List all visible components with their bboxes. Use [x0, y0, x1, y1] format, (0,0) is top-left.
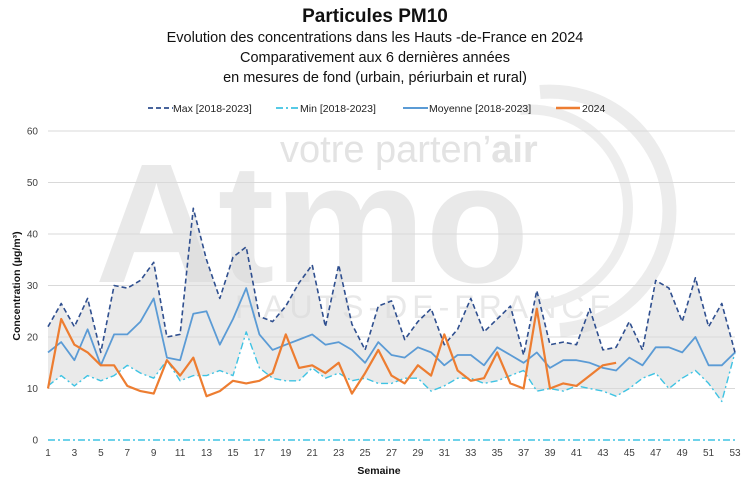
- y-tick-10: 10: [27, 384, 39, 395]
- y-tick-30: 30: [27, 281, 39, 292]
- x-tick-25: 25: [360, 448, 372, 459]
- y-tick-20: 20: [27, 333, 39, 344]
- chart-titles: Particules PM10 Evolution des concentrat…: [0, 6, 750, 88]
- chart-subtitle-line-3: en mesures de fond (urbain, périurbain e…: [223, 70, 527, 86]
- watermark: votre parten’air Atmo HAUTS-DE-FRANCE: [95, 84, 677, 337]
- y-tick-50: 50: [27, 178, 39, 189]
- x-tick-39: 39: [544, 448, 556, 459]
- chart-title: Particules PM10: [302, 6, 448, 27]
- x-tick-29: 29: [412, 448, 424, 459]
- watermark-arc-inner: [519, 104, 633, 310]
- x-tick-33: 33: [465, 448, 477, 459]
- x-tick-43: 43: [597, 448, 609, 459]
- x-tick-19: 19: [280, 448, 292, 459]
- watermark-arc-outer: [539, 84, 677, 337]
- x-tick-27: 27: [386, 448, 398, 459]
- x-tick-1: 1: [45, 448, 51, 459]
- x-tick-15: 15: [227, 448, 239, 459]
- legend-label-min: Min [2018-2023]: [300, 103, 376, 115]
- x-tick-17: 17: [254, 448, 266, 459]
- series-line-moyenne-2018-2023: [47, 287, 736, 372]
- x-tick-45: 45: [624, 448, 636, 459]
- y-tick-40: 40: [27, 230, 39, 241]
- x-tick-23: 23: [333, 448, 345, 459]
- x-tick-47: 47: [650, 448, 662, 459]
- x-tick-53: 53: [729, 448, 741, 459]
- x-tick-41: 41: [571, 448, 583, 459]
- x-tick-13: 13: [201, 448, 213, 459]
- x-tick-37: 37: [518, 448, 530, 459]
- legend-item-min: Min [2018-2023]: [276, 103, 376, 115]
- series-line-max-2018-2023: [47, 207, 736, 356]
- chart-subtitle-line-1: Evolution des concentrations dans les Ha…: [166, 30, 584, 46]
- x-tick-7: 7: [124, 448, 130, 459]
- series-line-min-2018-2023: [47, 331, 736, 403]
- legend-label-max: Max [2018-2023]: [173, 103, 252, 115]
- x-tick-31: 31: [439, 448, 451, 459]
- legend-item-mean: Moyenne [2018-2023]: [403, 103, 531, 115]
- watermark-tagline: votre parten’air: [280, 129, 538, 171]
- legend-label-mean: Moyenne [2018-2023]: [429, 103, 531, 115]
- legend-item-2024: 2024: [556, 103, 606, 115]
- x-tick-49: 49: [677, 448, 689, 459]
- legend: Max [2018-2023] Min [2018-2023] Moyenne …: [148, 103, 606, 115]
- x-tick-51: 51: [703, 448, 715, 459]
- x-tick-11: 11: [175, 448, 186, 459]
- x-tick-21: 21: [307, 448, 319, 459]
- chart-subtitle-line-2: Comparativement aux 6 dernières années: [239, 50, 510, 66]
- legend-item-max: Max [2018-2023]: [148, 103, 252, 115]
- x-tick-5: 5: [98, 448, 104, 459]
- x-axis-label: Semaine: [357, 465, 400, 477]
- series-line-2024: [46, 307, 617, 398]
- minmax-band: [48, 208, 735, 402]
- legend-label-2024: 2024: [582, 103, 606, 115]
- series-lines: [46, 207, 736, 403]
- x-tick-labels: 1 3 5 7 9 11 13 15 17 19 21 23 25 27 29 31 33 35 37 39 41 43 4…: [45, 448, 741, 459]
- x-tick-9: 9: [151, 448, 157, 459]
- x-tick-35: 35: [492, 448, 504, 459]
- y-tick-labels: 0 10 20 30 40 50 60: [27, 127, 39, 447]
- y-tick-60: 60: [27, 127, 39, 138]
- y-tick-0: 0: [32, 436, 38, 447]
- band-area: [48, 208, 735, 402]
- x-tick-3: 3: [72, 448, 78, 459]
- y-axis-label: Concentration (µg/m³): [11, 231, 23, 340]
